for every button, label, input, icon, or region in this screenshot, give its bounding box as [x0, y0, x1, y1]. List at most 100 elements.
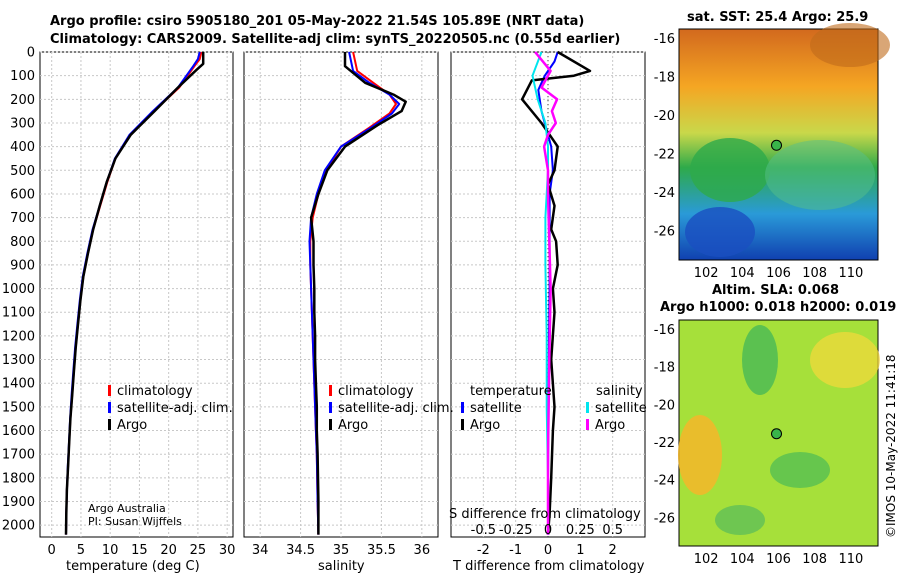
x-tick-label: 15	[131, 543, 148, 558]
salinity-axis-label: salinity	[318, 559, 365, 574]
legend-swatch-satellite	[329, 402, 332, 413]
map-lon-tick-label: 104	[730, 552, 755, 567]
legend-label: Argo	[470, 418, 501, 433]
depth-tick-label: 1100	[2, 306, 35, 321]
x-tick-label: 35	[333, 543, 350, 558]
legend-swatch-argo-sal	[586, 419, 589, 430]
legend-label: satellite-adj. clim.	[117, 401, 233, 416]
depth-tick-label: 1200	[2, 329, 35, 344]
map-lon-tick-label: 106	[766, 266, 791, 281]
legend-swatch-argo	[108, 419, 111, 430]
s-diff-tick-label: -0.25	[499, 523, 533, 538]
map-lat-tick-label: -18	[654, 361, 675, 376]
map-lon-tick-label: 110	[838, 266, 863, 281]
series-sal-satellite-line	[531, 51, 549, 535]
x-tick-label: -1	[509, 543, 522, 558]
map-lon-tick-label: 102	[694, 552, 719, 567]
map-lon-tick-label: 110	[838, 552, 863, 567]
map-lat-tick-label: -24	[654, 474, 675, 489]
temperature-axis-label: temperature (deg C)	[66, 559, 200, 574]
x-tick-label: 20	[160, 543, 177, 558]
depth-tick-label: 500	[10, 164, 35, 179]
map-lat-tick-label: -18	[654, 71, 675, 86]
x-tick-label: 5	[77, 543, 85, 558]
sla-map-title-line1: Altim. SLA: 0.068	[712, 283, 839, 298]
legend-swatch-climatology	[108, 385, 111, 396]
s-diff-tick-label: -0.5	[471, 523, 496, 538]
map-lat-tick-label: -26	[654, 511, 675, 526]
depth-tick-label: 900	[10, 258, 35, 273]
depth-tick-label: 1800	[2, 471, 35, 486]
map-lon-tick-label: 104	[730, 266, 755, 281]
x-tick-label: 1	[576, 543, 584, 558]
argo-location-marker-sst	[771, 139, 783, 151]
depth-tick-label: 1300	[2, 353, 35, 368]
x-tick-label: 36	[414, 543, 431, 558]
sst-map	[678, 23, 890, 261]
legend-label: satellite-adj. clim.	[338, 401, 454, 416]
depth-tick-label: 100	[10, 69, 35, 84]
series-temp-argo-line	[520, 50, 592, 535]
series-argo-line	[64, 52, 205, 535]
x-tick-label: 35.5	[367, 543, 396, 558]
s-difference-axis-label: S difference from climatology	[449, 507, 641, 522]
argo-location-marker-sla	[771, 428, 783, 440]
depth-tick-label: 800	[10, 235, 35, 250]
map-lat-tick-label: -22	[654, 148, 675, 163]
depth-tick-label: 400	[10, 140, 35, 155]
s-diff-tick-label: 0	[544, 523, 552, 538]
sst-map-title: sat. SST: 25.4 Argo: 25.9	[687, 10, 869, 25]
legend-label: Argo	[117, 418, 148, 433]
x-tick-label: 30	[219, 543, 236, 558]
map-lat-tick-label: -16	[654, 323, 675, 338]
depth-tick-label: 600	[10, 187, 35, 202]
depth-tick-label: 2000	[2, 519, 35, 534]
x-tick-label: 2	[609, 543, 617, 558]
x-tick-label: 10	[102, 543, 119, 558]
series-satellite-line	[308, 51, 401, 535]
legend-label: Argo	[338, 418, 369, 433]
depth-tick-label: 700	[10, 211, 35, 226]
depth-tick-label: 200	[10, 93, 35, 108]
legend-label: satellite	[470, 401, 522, 416]
sla-map	[678, 319, 880, 547]
depth-tick-label: 1600	[2, 424, 35, 439]
x-tick-label: 25	[190, 543, 207, 558]
legend-swatch-argo	[329, 419, 332, 430]
depth-tick-label: 1500	[2, 400, 35, 415]
s-diff-tick-label: 0.25	[566, 523, 595, 538]
s-diff-tick-label: 0.5	[602, 523, 623, 538]
map-lon-tick-label: 108	[802, 266, 827, 281]
depth-tick-label: 1900	[2, 495, 35, 510]
legend-label: climatology	[338, 384, 414, 399]
depth-tick-label: 300	[10, 116, 35, 131]
legend-label: Argo	[595, 418, 626, 433]
map-lat-tick-label: -20	[654, 109, 675, 124]
map-lon-tick-label: 102	[694, 266, 719, 281]
panel-temperature-frame	[39, 51, 234, 538]
sla-map-title-line2: Argo h1000: 0.018 h2000: 0.019	[660, 300, 897, 315]
legend-swatch-sat-temp	[461, 402, 464, 413]
x-tick-label: 34	[252, 543, 269, 558]
figure-title-line2: Climatology: CARS2009. Satellite-adj cli…	[50, 32, 621, 47]
map-lat-tick-label: -22	[654, 436, 675, 451]
legend-temperature-title: temperature	[470, 384, 552, 399]
map-lat-tick-label: -24	[654, 186, 675, 201]
depth-tick-label: 1700	[2, 448, 35, 463]
credit-line2: PI: Susan Wijffels	[88, 515, 182, 528]
legend-label: climatology	[117, 384, 193, 399]
legend-salinity-title: salinity	[596, 384, 643, 399]
x-tick-label: 0	[544, 543, 552, 558]
legend-swatch-satellite	[108, 402, 111, 413]
map-lon-tick-label: 108	[802, 552, 827, 567]
series-argo-line	[309, 52, 407, 535]
depth-tick-label: 1000	[2, 282, 35, 297]
credit-line1: Argo Australia	[88, 502, 166, 515]
series-sal-argo-line	[534, 51, 559, 535]
legend-swatch-argo-temp	[461, 419, 464, 430]
figure-title-line1: Argo profile: csiro 5905180_201 05-May-2…	[50, 14, 585, 29]
x-tick-label: 34.5	[286, 543, 315, 558]
depth-tick-label: 1400	[2, 377, 35, 392]
x-tick-label: -2	[477, 543, 490, 558]
